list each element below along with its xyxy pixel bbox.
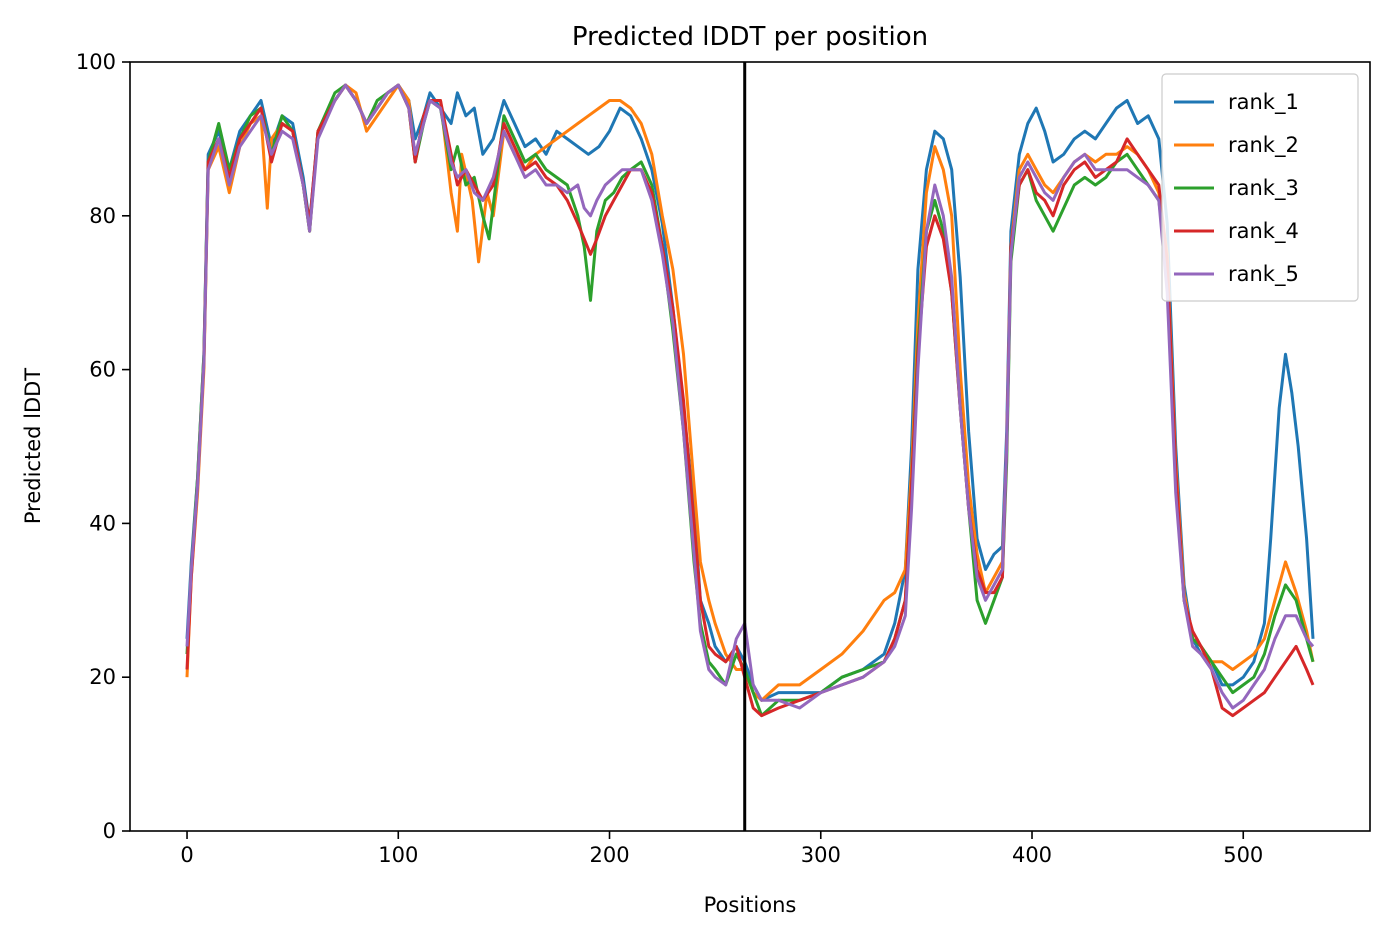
legend-label-rank_2: rank_2 bbox=[1228, 133, 1299, 158]
x-tick-label: 300 bbox=[801, 843, 841, 867]
legend-box bbox=[1161, 73, 1359, 302]
legend-label-rank_5: rank_5 bbox=[1228, 262, 1299, 287]
y-tick-label: 60 bbox=[89, 358, 116, 382]
x-tick-label: 200 bbox=[589, 843, 629, 867]
y-tick-label: 80 bbox=[89, 204, 116, 228]
series-line-rank_2 bbox=[185, 83, 1315, 702]
series-line-rank_5 bbox=[185, 83, 1315, 710]
x-tick-label: 0 bbox=[180, 843, 193, 867]
y-tick-label: 0 bbox=[103, 819, 116, 843]
x-tick-label: 100 bbox=[378, 843, 418, 867]
plot-frame bbox=[129, 61, 1371, 832]
series-line-rank_3 bbox=[185, 83, 1315, 718]
y-tick-label: 40 bbox=[89, 511, 116, 535]
y-axis-label: Predicted lDDT bbox=[21, 368, 45, 524]
x-tick-label: 500 bbox=[1223, 843, 1263, 867]
y-tick-label: 100 bbox=[76, 50, 116, 74]
y-tick-label: 20 bbox=[89, 665, 116, 689]
chart-title: Predicted lDDT per position bbox=[572, 22, 928, 52]
x-axis-label: Positions bbox=[704, 893, 797, 917]
x-tick-label: 400 bbox=[1012, 843, 1052, 867]
legend-label-rank_1: rank_1 bbox=[1228, 90, 1299, 115]
legend-label-rank_3: rank_3 bbox=[1228, 176, 1299, 201]
legend-label-rank_4: rank_4 bbox=[1228, 219, 1299, 244]
